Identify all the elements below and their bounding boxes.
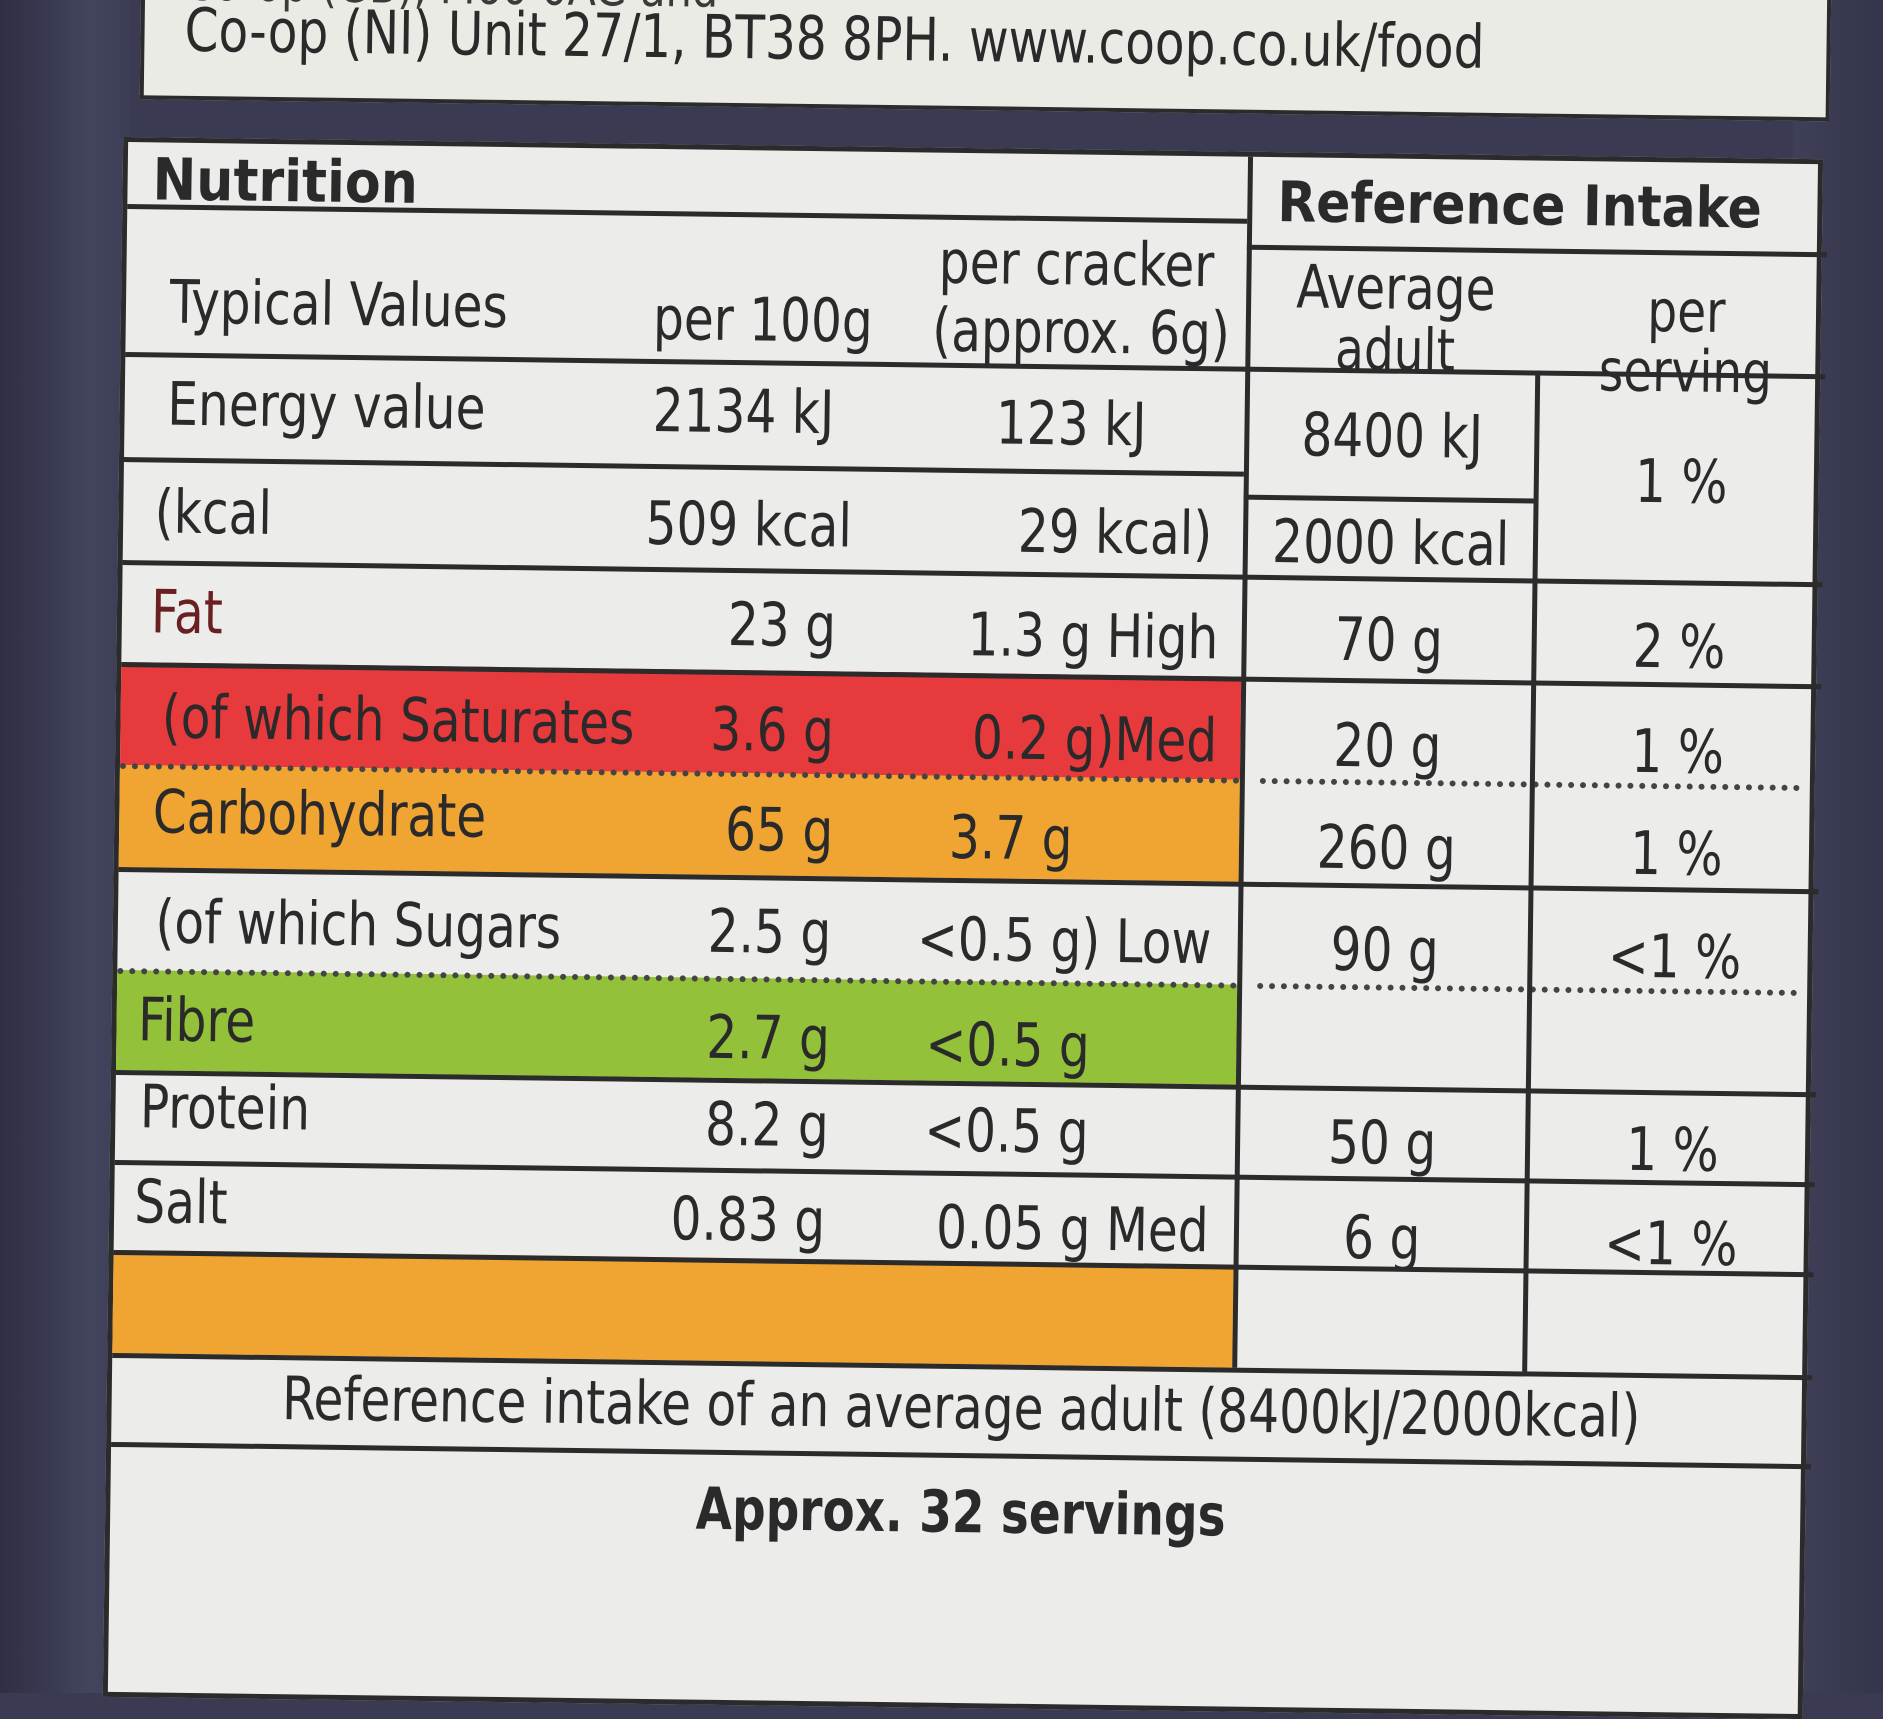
kcal-name: (kcal — [154, 477, 273, 549]
carbohydrate-per-serving: 1 % — [1629, 818, 1724, 890]
fibre-per100: 2.7 g — [705, 1002, 831, 1075]
rule-kcal — [122, 560, 1823, 588]
protein-ri: 50 g — [1328, 1107, 1438, 1180]
sugars-per-serving: <1 % — [1608, 921, 1743, 994]
carbohydrate-ri: 260 g — [1316, 812, 1457, 885]
average-adult-heading-1: Average — [1296, 252, 1497, 325]
saturates-per-cracker: 0.2 g)Med — [971, 703, 1218, 777]
salt-name: Salt — [133, 1167, 229, 1239]
salt-ri: 6 g — [1342, 1203, 1421, 1275]
servings-count: Approx. 32 servings — [694, 1474, 1226, 1550]
salt-band — [112, 1249, 1234, 1368]
saturates-per100: 3.6 g — [709, 694, 835, 767]
reference-intake-note: Reference intake of an average adult (84… — [282, 1364, 1642, 1452]
energy-ri: 8400 kJ — [1300, 400, 1484, 473]
fibre-ri — [1241, 1019, 1527, 1083]
energy-per-serving: 1 % — [1634, 446, 1729, 519]
per-serving-heading-2: serving — [1598, 336, 1773, 407]
salt-per100: 0.83 g — [670, 1184, 826, 1257]
average-adult-heading-2: adult — [1335, 314, 1456, 385]
saturates-ri: 20 g — [1333, 710, 1443, 783]
carbohydrate-per100: 65 g — [724, 794, 834, 867]
energy-per-cracker: 123 kJ — [995, 388, 1147, 461]
protein-name: Protein — [139, 1072, 311, 1145]
fat-per-cracker: 1.3 g High — [966, 600, 1219, 674]
salt-per-serving: <1 % — [1604, 1208, 1739, 1281]
typical-values-heading: Typical Values — [169, 267, 509, 343]
address-box: Co-op (GB), M60 0AG and Co-op (NI) Unit … — [139, 0, 1832, 122]
per-100g-heading: per 100g — [652, 283, 874, 357]
protein-per-serving: 1 % — [1625, 1114, 1720, 1186]
nutrition-label: Co-op (GB), M60 0AG and Co-op (NI) Unit … — [89, 0, 1832, 1719]
per-serving-heading-1: per — [1646, 276, 1726, 346]
energy-name: Energy value — [166, 369, 486, 444]
reference-intake-heading: Reference Intake — [1277, 170, 1763, 242]
fat-per100: 23 g — [727, 589, 837, 662]
address-line: Co-op (NI) Unit 27/1, BT38 8PH. www.coop… — [184, 0, 1485, 83]
fibre-per-serving — [1531, 1022, 1817, 1086]
sugars-per100: 2.5 g — [707, 896, 832, 969]
rule-energy-ri — [1243, 494, 1534, 504]
energy-per100: 2134 kJ — [652, 375, 836, 449]
carbohydrate-name: Carbohydrate — [152, 777, 487, 852]
rule-energy — [123, 457, 1244, 477]
fibre-per-cracker: <0.5 g — [925, 1009, 1091, 1082]
kcal-per100: 509 kcal — [645, 488, 853, 562]
protein-per100: 8.2 g — [704, 1089, 829, 1162]
fat-ri: 70 g — [1334, 604, 1444, 677]
per-cracker-heading-2: (approx. 6g) — [931, 295, 1231, 370]
kcal-ri: 2000 kcal — [1271, 507, 1510, 581]
sugars-per-cracker: <0.5 g) Low — [916, 904, 1212, 979]
nutrition-table: Nutrition Reference Intake Typical Value… — [102, 136, 1827, 1719]
sugars-name: (of which Sugars — [155, 887, 562, 963]
fat-name: Fat — [150, 577, 224, 649]
fat-per-serving: 2 % — [1632, 611, 1726, 683]
salt-per-cracker: 0.05 g Med — [935, 1192, 1210, 1267]
fibre-name: Fibre — [137, 985, 256, 1057]
protein-per-cracker: <0.5 g — [923, 1095, 1090, 1168]
kcal-per-cracker: 29 kcal) — [1017, 496, 1213, 570]
carbohydrate-per-cracker: 3.7 g — [948, 802, 1073, 875]
per-cracker-heading-1: per cracker — [938, 227, 1215, 302]
saturates-per-serving: 1 % — [1631, 716, 1725, 788]
sugars-ri: 90 g — [1330, 914, 1440, 987]
nutrition-heading: Nutrition — [152, 145, 419, 217]
